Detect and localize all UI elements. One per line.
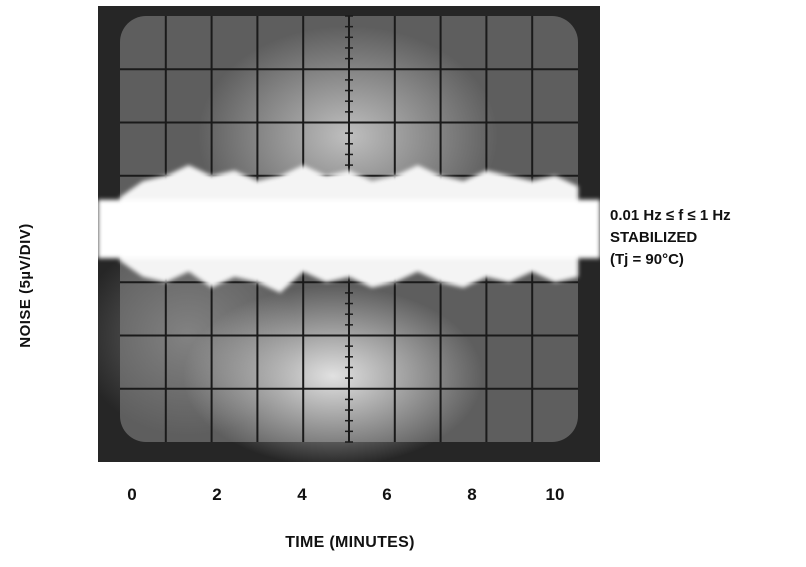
x-tick-label: 2 <box>212 485 222 504</box>
oscilloscope-plot <box>98 6 600 462</box>
x-tick-label: 0 <box>127 485 137 504</box>
x-tick-label: 8 <box>467 485 477 504</box>
x-axis-label: TIME (MINUTES) <box>285 534 415 551</box>
glow-bottom <box>183 286 483 462</box>
trace-annotation: 0.01 Hz ≤ f ≤ 1 Hz STABILIZED (Tj = 90°C… <box>610 205 806 271</box>
x-tick-label: 10 <box>545 485 565 504</box>
annotation-temperature: (Tj = 90°C) <box>610 251 684 268</box>
annotation-condition: STABILIZED <box>610 229 698 246</box>
y-axis-label: NOISE (5µV/DIV) <box>2 210 48 360</box>
x-tick-label: 6 <box>382 485 392 504</box>
oscilloscope-screen <box>98 6 600 462</box>
y-axis-label-text: NOISE (5µV/DIV) <box>16 222 34 348</box>
x-tick-label: 4 <box>297 485 307 504</box>
noise-trace <box>98 165 600 293</box>
noise-core <box>98 199 600 259</box>
annotation-frequency-range: 0.01 Hz ≤ f ≤ 1 Hz <box>610 207 731 224</box>
